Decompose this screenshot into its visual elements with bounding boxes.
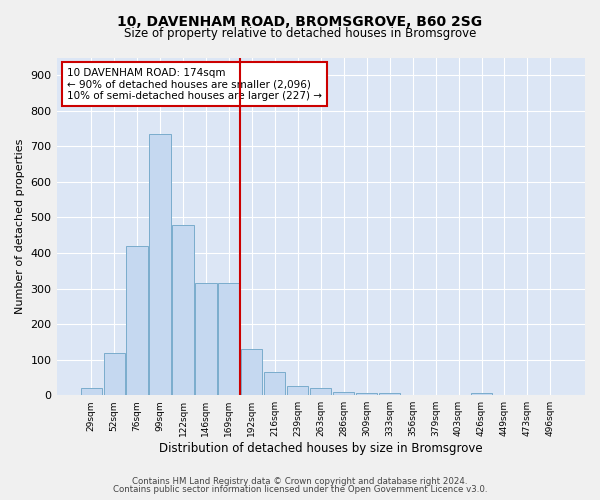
Bar <box>310 388 331 395</box>
Bar <box>241 349 262 395</box>
Bar <box>356 394 377 395</box>
Text: Size of property relative to detached houses in Bromsgrove: Size of property relative to detached ho… <box>124 28 476 40</box>
Bar <box>287 386 308 395</box>
Y-axis label: Number of detached properties: Number of detached properties <box>15 138 25 314</box>
Text: Contains HM Land Registry data © Crown copyright and database right 2024.: Contains HM Land Registry data © Crown c… <box>132 477 468 486</box>
Bar <box>149 134 170 395</box>
Bar <box>379 394 400 395</box>
Text: 10 DAVENHAM ROAD: 174sqm
← 90% of detached houses are smaller (2,096)
10% of sem: 10 DAVENHAM ROAD: 174sqm ← 90% of detach… <box>67 68 322 101</box>
Text: 10, DAVENHAM ROAD, BROMSGROVE, B60 2SG: 10, DAVENHAM ROAD, BROMSGROVE, B60 2SG <box>118 15 482 29</box>
Bar <box>172 224 194 395</box>
Bar <box>471 394 492 395</box>
Bar <box>218 283 239 395</box>
X-axis label: Distribution of detached houses by size in Bromsgrove: Distribution of detached houses by size … <box>159 442 482 455</box>
Bar <box>80 388 101 395</box>
Bar <box>196 283 217 395</box>
Bar <box>127 246 148 395</box>
Bar <box>264 372 286 395</box>
Text: Contains public sector information licensed under the Open Government Licence v3: Contains public sector information licen… <box>113 485 487 494</box>
Bar <box>104 352 125 395</box>
Bar <box>333 392 354 395</box>
